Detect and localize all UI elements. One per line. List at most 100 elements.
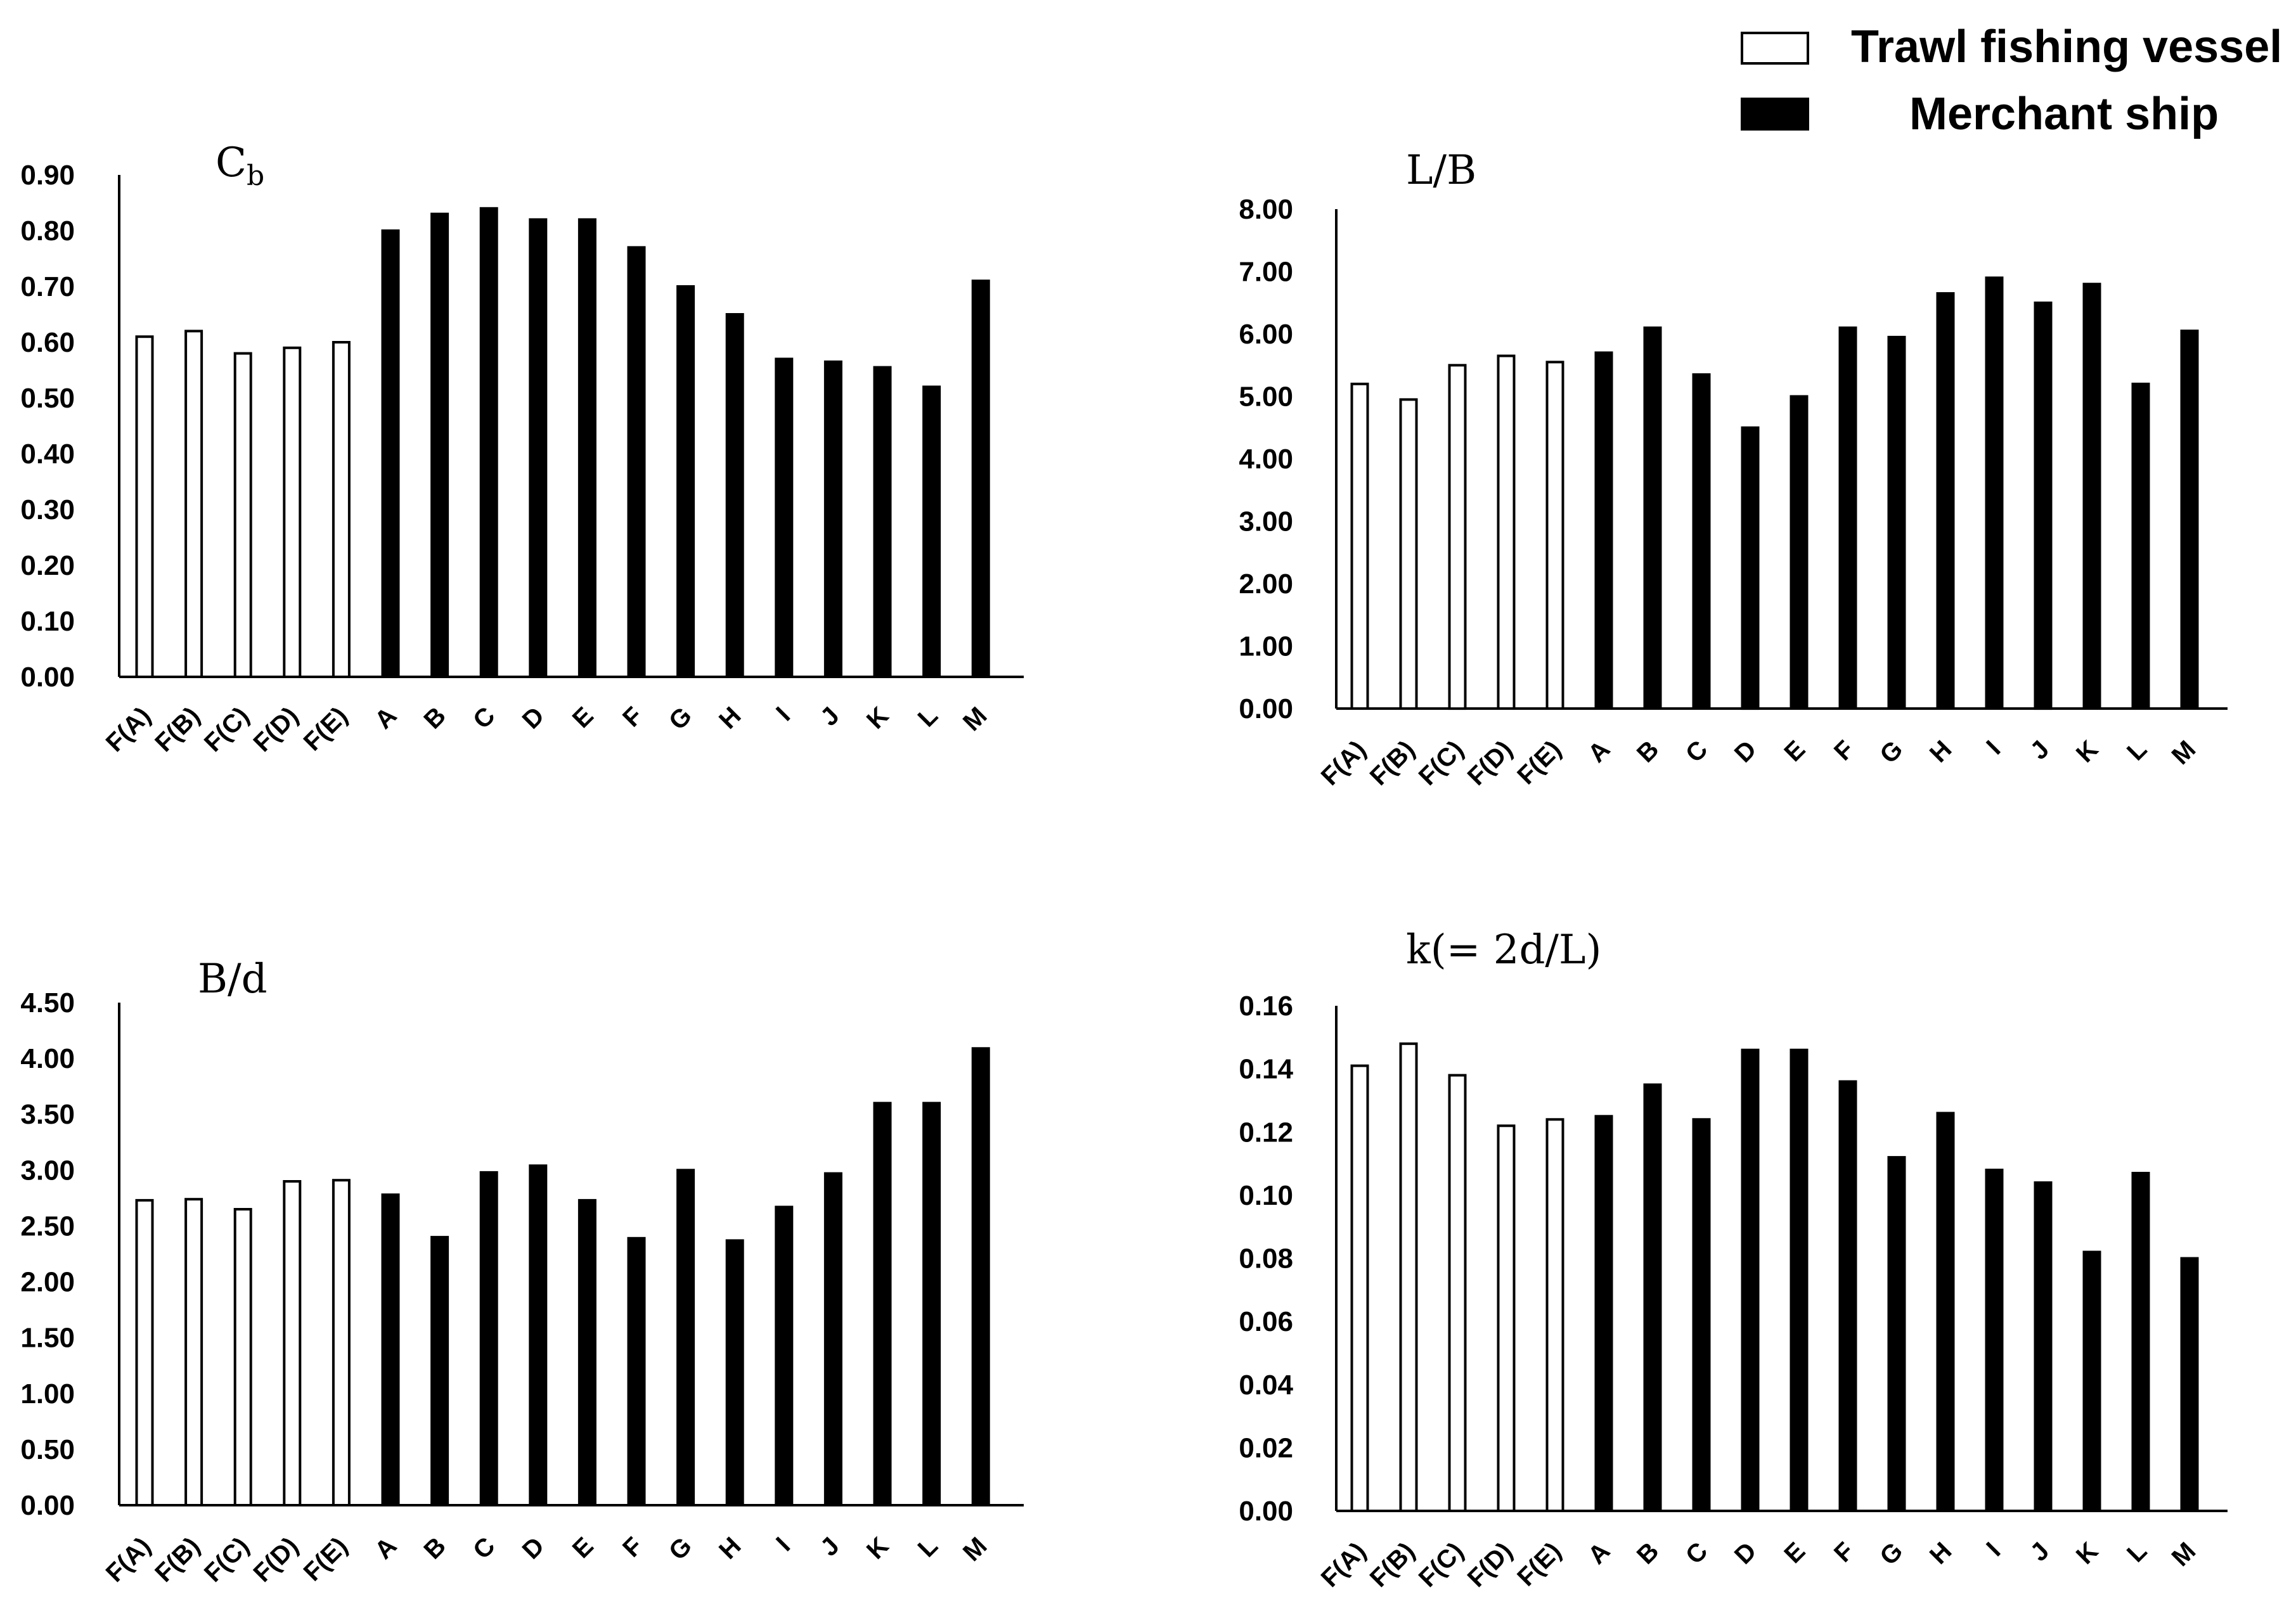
x-tick-label: F(A) [101,1532,157,1588]
bar-J [2034,1181,2053,1512]
x-tick-label: F(B) [1365,735,1421,791]
y-tick-label: 2.50 [20,1210,75,1242]
bar-M [971,279,990,678]
bar-C [479,207,498,678]
chart-k: k(= 2d/L) 0.00 0.02 0.04 0.06 0.08 0.10 0.12 0.… [1239,927,2228,1593]
y-tick-label: 0.04 [1239,1370,1293,1401]
bar-F [627,1236,646,1507]
bar-K [2082,1250,2101,1512]
bar-F(C) [1448,1074,1467,1512]
bar-E [1790,395,1809,710]
x-tick-label: K [2071,1537,2104,1570]
x-tick-label: H [1925,735,1957,768]
x-tick-label: F(B) [150,1532,205,1588]
x-tick-label: L [913,702,943,732]
x-tick-label: D [1729,1537,1762,1570]
x-tick-label: F(A) [1316,735,1372,791]
bar-K [873,366,892,678]
x-tick-label: H [1925,1537,1957,1570]
x-tick-label: L [2122,735,2152,766]
bar-H [725,313,744,678]
y-tick-label: 4.00 [1239,444,1293,475]
y-tick-label: 0.00 [1239,693,1293,724]
x-tick-label: F(E) [299,1532,353,1586]
chart-l-over-b: L/B 0.00 1.00 2.00 3.00 4.00 5.00 6.00 7.00 8.00… [1239,147,2228,791]
x-tick-label: G [664,1532,697,1565]
bar-I [1985,1169,2004,1512]
chart-title: L/B [1406,147,1476,194]
chart-title: B/d [198,956,268,1003]
y-tick-label: 0.20 [20,550,75,581]
x-tick-label: D [517,702,550,735]
x-tick-label: F(E) [1512,1537,1566,1591]
bar-F(C) [233,352,252,678]
x-tick-label: I [1981,1537,2006,1562]
bar-C [1692,373,1711,710]
bar-B [1643,326,1662,710]
y-tick-label: 4.50 [20,987,75,1018]
legend-swatch-trawl [1741,32,1809,65]
bar-G [1887,1156,1906,1512]
x-tick-label: F(B) [1365,1537,1421,1593]
y-tick-label: 0.10 [1239,1180,1293,1211]
y-tick-label: 7.00 [1239,257,1293,288]
legend: Trawl fishing vessel Merchant ship [1741,22,2282,139]
x-tick-label: B [418,1532,451,1565]
bar-F [627,246,646,678]
y-tick-label: 0.10 [20,606,75,637]
bar-L [922,1101,941,1506]
bar-F(C) [233,1208,252,1506]
bar-B [430,212,449,679]
x-tick-label: L [2122,1537,2152,1567]
y-tick-label: 0.00 [1239,1496,1293,1527]
x-tick-label: F(D) [248,702,304,757]
chart-cb: Cb 0.00 0.10 0.20 0.30 0.40 0.50 0.60 0.70 0.80 0… [20,139,1024,757]
x-tick-label: J [2025,735,2055,765]
bar-E [577,1198,597,1507]
y-tick-label: 0.00 [20,662,75,693]
bar-D [1741,426,1760,710]
x-tick-label: B [1632,735,1665,768]
x-tick-label: G [1874,1537,1908,1570]
bar-L [2131,1172,2150,1512]
bar-C [1692,1118,1711,1513]
y-tick-label: 3.50 [20,1099,75,1130]
bar-D [529,218,548,678]
bar-H [1936,1112,1955,1512]
bar-A [381,229,400,678]
bar-H [725,1239,744,1507]
bar-M [971,1047,990,1507]
y-tick-label: 2.00 [20,1267,75,1298]
y-tick-label: 1.50 [20,1323,75,1354]
bar-A [1594,351,1613,710]
bar-F(A) [1350,1064,1369,1512]
bar-J [2034,301,2053,710]
legend-label-trawl: Trawl fishing vessel [1851,22,2282,72]
y-tick-label: 0.40 [20,439,75,470]
bar-E [577,218,597,678]
y-tick-label: 0.30 [20,494,75,525]
x-tick-label: F(B) [150,702,205,757]
y-tick-label: 0.08 [1239,1243,1293,1275]
x-tick-label: F(E) [299,702,353,756]
bar-F(B) [1399,1042,1418,1513]
bar-M [2180,330,2199,710]
y-tick-label: 0.50 [20,383,75,414]
bar-F [1838,1080,1857,1512]
y-tick-label: 6.00 [1239,319,1293,350]
x-tick-label: F(C) [1414,1537,1469,1593]
x-tick-label: A [370,1532,403,1565]
x-tick-label: C [1680,735,1713,768]
x-tick-label: F(A) [1316,1537,1372,1593]
bar-F(C) [1448,364,1467,710]
bar-H [1936,292,1955,710]
y-tick-label: 0.06 [1239,1306,1293,1337]
bar-G [1887,335,1906,710]
x-tick-label: F(C) [1414,735,1469,791]
bar-F(A) [1350,382,1369,710]
bar-F(B) [184,1198,203,1506]
x-tick-label: I [771,702,796,726]
bar-I [1985,276,2004,710]
bar-F [1838,326,1857,710]
x-tick-label: I [771,1532,796,1557]
